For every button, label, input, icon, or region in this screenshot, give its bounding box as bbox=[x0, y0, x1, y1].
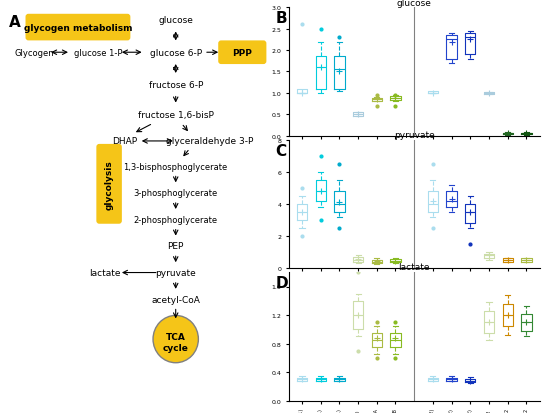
Text: DHAP: DHAP bbox=[112, 137, 137, 146]
Text: B: B bbox=[275, 11, 287, 26]
Text: 2-phosphoglycerate: 2-phosphoglycerate bbox=[134, 215, 218, 224]
Text: glyceraldehyde 3-P: glyceraldehyde 3-P bbox=[166, 137, 253, 146]
FancyBboxPatch shape bbox=[218, 41, 267, 65]
Text: 3-phosphoglycerate: 3-phosphoglycerate bbox=[134, 189, 218, 198]
Text: cycle: cycle bbox=[163, 344, 189, 353]
Text: pyruvate: pyruvate bbox=[155, 268, 196, 278]
Title: lactate: lactate bbox=[398, 263, 430, 272]
Text: PEP: PEP bbox=[167, 242, 184, 251]
Text: glycolysis: glycolysis bbox=[105, 159, 113, 209]
FancyBboxPatch shape bbox=[26, 15, 130, 41]
Text: glycogen metabolism: glycogen metabolism bbox=[23, 24, 132, 33]
Text: glucose: glucose bbox=[158, 16, 193, 25]
Title: pyruvate: pyruvate bbox=[394, 131, 434, 140]
Text: lactate: lactate bbox=[89, 268, 120, 278]
Text: fructose 1,6-bisP: fructose 1,6-bisP bbox=[138, 111, 214, 119]
Text: Glycogen: Glycogen bbox=[14, 49, 54, 57]
Text: 1,3-bisphosphoglycerate: 1,3-bisphosphoglycerate bbox=[124, 162, 228, 171]
Circle shape bbox=[153, 316, 198, 363]
Text: glucose 6-P: glucose 6-P bbox=[150, 49, 202, 57]
Text: glucose 1-P: glucose 1-P bbox=[74, 49, 122, 57]
Text: acetyl-CoA: acetyl-CoA bbox=[152, 295, 200, 304]
Title: glucose: glucose bbox=[397, 0, 432, 7]
Text: A: A bbox=[9, 15, 20, 30]
FancyBboxPatch shape bbox=[96, 145, 122, 224]
Text: fructose 6-P: fructose 6-P bbox=[149, 81, 203, 90]
Text: PPP: PPP bbox=[232, 49, 252, 57]
Text: D: D bbox=[275, 275, 288, 290]
Text: C: C bbox=[275, 143, 286, 158]
Text: TCA: TCA bbox=[166, 332, 186, 341]
